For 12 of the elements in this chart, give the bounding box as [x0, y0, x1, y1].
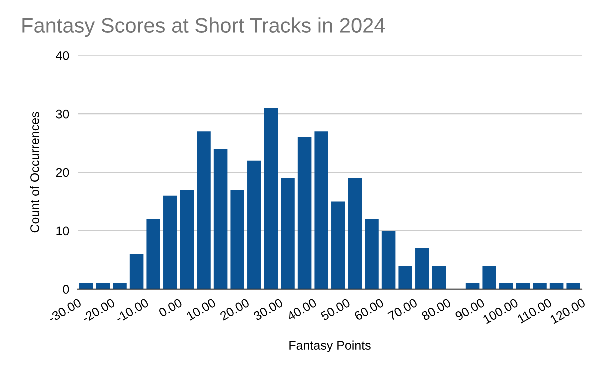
x-tick-label: 60.00 [354, 298, 385, 321]
y-tick-label: 10 [56, 226, 70, 236]
y-axis-title: Count of Occurrences [30, 112, 40, 233]
y-tick-label: 30 [56, 110, 70, 119]
x-axis-title: Fantasy Points [290, 340, 371, 352]
y-tick-label: 20 [56, 168, 70, 178]
y-tick-label: 40 [56, 51, 70, 60]
y-tick-label: 0 [63, 285, 70, 294]
chart-title: Fantasy Scores at Short Tracks in 2024 [22, 18, 386, 38]
x-tick-label: 0.00 [158, 298, 183, 318]
x-tick-label: 70.00 [388, 298, 418, 321]
x-tick-label: 40.00 [286, 298, 318, 322]
